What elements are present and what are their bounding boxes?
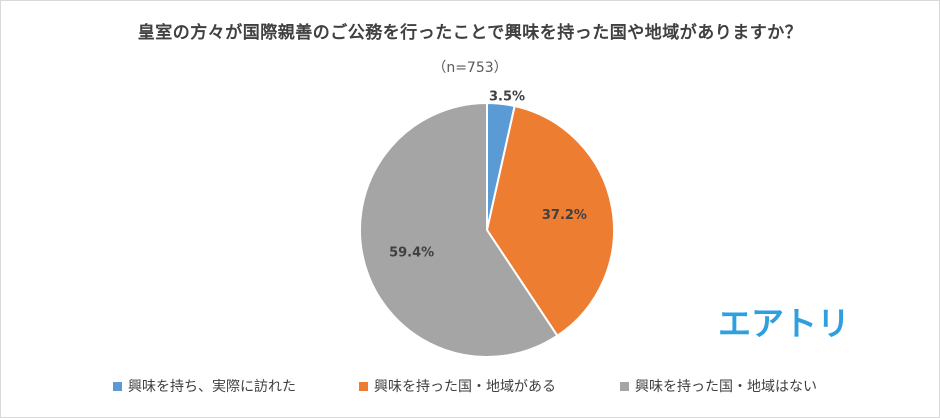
legend-label: 興味を持った国・地域はない <box>635 379 817 395</box>
pie-data-labels: 3.5% 37.2% 59.4% <box>389 90 587 261</box>
pie-data-label: 3.5% <box>489 90 525 105</box>
legend-swatch-gray <box>620 381 629 391</box>
legend-item-none: 興味を持った国・地域はない <box>620 376 817 396</box>
chart-legend: 興味を持ち、実際に訪れた 興味を持った国・地域がある 興味を持った国・地域はない <box>0 376 940 396</box>
airtrip-logo: エアトリ <box>718 304 850 343</box>
legend-item-interested: 興味を持った国・地域がある <box>359 376 556 396</box>
pie-slices <box>359 101 615 358</box>
legend-label: 興味を持った国・地域がある <box>374 379 556 395</box>
chart-subtitle: （n=753） <box>432 60 508 76</box>
legend-swatch-blue <box>113 381 122 391</box>
pie-data-label: 37.2% <box>542 208 587 223</box>
legend-label: 興味を持ち、実際に訪れた <box>128 379 296 395</box>
pie-slice-none <box>359 101 559 358</box>
chart-title: 皇室の方々が国際親善のご公務を行ったことで興味を持った国や地域がありますか？ <box>137 23 803 43</box>
pie-data-label: 59.4% <box>389 245 434 260</box>
legend-item-visited: 興味を持ち、実際に訪れた <box>113 376 296 396</box>
pie-slice-interested <box>485 104 615 338</box>
legend-swatch-orange <box>359 381 368 391</box>
